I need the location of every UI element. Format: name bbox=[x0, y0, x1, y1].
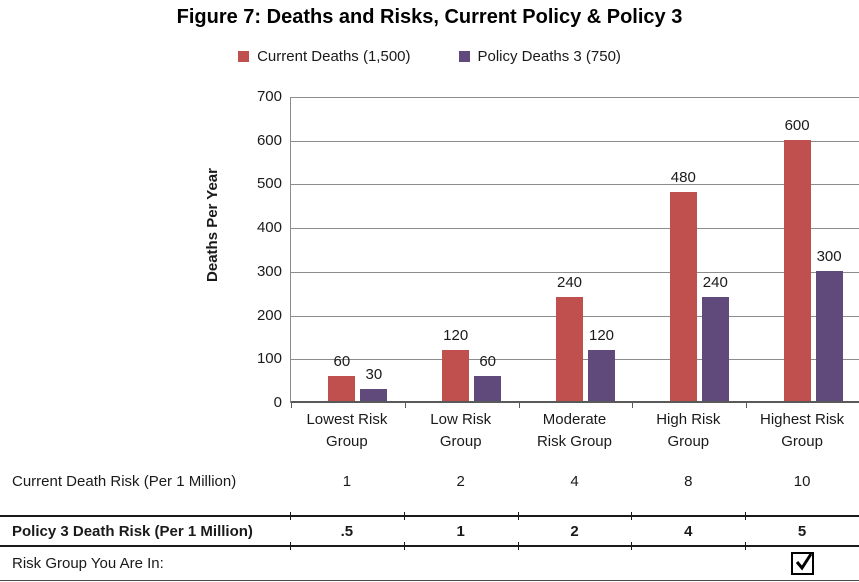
bar-policy3-3 bbox=[588, 349, 615, 402]
table-cell: 4 bbox=[684, 522, 693, 540]
table-cell bbox=[745, 548, 859, 578]
y-tick-label-700: 700 bbox=[256, 88, 282, 105]
table-cell bbox=[518, 548, 632, 578]
category-label-5: Highest Risk Group bbox=[759, 411, 845, 450]
bar-current-1 bbox=[328, 375, 356, 402]
bar-value-label: 240 bbox=[556, 274, 583, 292]
bar-current-4 bbox=[669, 192, 697, 402]
gridline-300 bbox=[291, 271, 859, 273]
table-column-tick bbox=[517, 512, 519, 520]
chart-legend: Current Deaths (1,500) Policy Deaths 3 (… bbox=[0, 48, 859, 65]
gridline-700 bbox=[291, 97, 859, 98]
legend-swatch-current-deaths-icon bbox=[238, 51, 250, 62]
y-tick-label-100: 100 bbox=[256, 350, 282, 368]
risk-group-checkbox[interactable] bbox=[790, 551, 814, 575]
bar-value-label: 60 bbox=[479, 352, 497, 370]
y-tick-label-600: 600 bbox=[256, 131, 282, 149]
table-cell bbox=[290, 548, 404, 578]
gridline-600 bbox=[291, 140, 859, 142]
x-axis-tick bbox=[746, 403, 748, 408]
table-divider-line bbox=[0, 542, 859, 550]
row-label-current-death-risk: Current Death Risk (Per 1 Million) bbox=[12, 472, 237, 490]
table-column-tick bbox=[290, 512, 291, 520]
table-row-policy3-death-risk: Policy 3 Death Risk (Per 1 Million) .5 1 2… bbox=[0, 518, 859, 544]
table-column-tick bbox=[290, 542, 291, 550]
table-bottom-line bbox=[0, 580, 859, 581]
y-tick-label-200: 200 bbox=[256, 306, 282, 324]
table-column-tick bbox=[631, 512, 633, 520]
category-label-4: High Risk Group bbox=[656, 411, 721, 450]
table-cell: 8 bbox=[684, 472, 693, 490]
table-cell bbox=[404, 548, 518, 578]
figure-title: Figure 7: Deaths and Risks, Current Poli… bbox=[176, 6, 683, 28]
bar-policy3-4 bbox=[701, 297, 729, 402]
table-column-tick bbox=[403, 542, 405, 550]
table-divider-line bbox=[0, 512, 859, 520]
bar-current-5 bbox=[783, 139, 811, 402]
y-tick-label-400: 400 bbox=[256, 219, 282, 237]
row-values-policy3-death-risk: .5 1 2 4 5 bbox=[290, 518, 859, 544]
table-column-tick bbox=[517, 542, 519, 550]
category-label-2: Low Risk Group bbox=[430, 411, 492, 450]
bar-value-label: 600 bbox=[784, 116, 810, 134]
bar-current-3 bbox=[556, 297, 583, 402]
row-label-risk-group: Risk Group You Are In: bbox=[12, 554, 164, 572]
table-cell: 10 bbox=[793, 472, 811, 490]
bar-value-label: 30 bbox=[365, 365, 383, 383]
table-column-tick bbox=[745, 512, 747, 520]
bar-value-label: 120 bbox=[443, 326, 469, 344]
x-axis-tick bbox=[632, 403, 634, 408]
table-cell: 2 bbox=[456, 472, 465, 490]
bar-value-label: 300 bbox=[816, 247, 842, 265]
bar-policy3-2 bbox=[474, 375, 502, 402]
x-axis-line bbox=[291, 401, 859, 403]
y-tick-label-0: 0 bbox=[273, 394, 282, 411]
row-values-risk-group bbox=[290, 548, 859, 578]
bar-value-label: 120 bbox=[588, 326, 615, 344]
legend-swatch-policy-deaths-icon bbox=[458, 51, 470, 62]
table-row-risk-group: Risk Group You Are In: bbox=[0, 548, 859, 578]
bar-policy3-5 bbox=[815, 270, 843, 402]
bar-policy3-1 bbox=[360, 388, 388, 402]
bar-current-2 bbox=[442, 349, 470, 402]
legend-label-policy-deaths: Policy Deaths 3 (750) bbox=[477, 48, 621, 65]
table-cell bbox=[631, 548, 745, 578]
gridline-500 bbox=[291, 184, 859, 186]
gridline-400 bbox=[291, 228, 859, 230]
plot-area: 60 30 120 60 240 120 480 240 600 300 bbox=[290, 97, 859, 408]
category-label-1: Lowest Risk Group bbox=[306, 411, 388, 450]
x-axis-tick bbox=[518, 403, 520, 408]
table-cell: 1 bbox=[342, 472, 352, 490]
y-tick-label-500: 500 bbox=[256, 175, 282, 193]
category-label-3: Moderate Risk Group bbox=[536, 411, 612, 450]
legend-item-policy-deaths: Policy Deaths 3 (750) bbox=[458, 48, 621, 65]
bar-value-label: 480 bbox=[670, 169, 696, 187]
table-cell: 5 bbox=[797, 522, 807, 540]
table-column-tick bbox=[745, 542, 747, 550]
row-label-policy3-death-risk: Policy 3 Death Risk (Per 1 Million) bbox=[12, 522, 253, 540]
table-column-tick bbox=[631, 542, 633, 550]
x-axis-tick bbox=[404, 403, 406, 408]
bar-value-label: 240 bbox=[702, 274, 728, 292]
table-cell: 1 bbox=[456, 522, 465, 540]
x-axis-tick bbox=[291, 403, 292, 408]
table-column-tick bbox=[403, 512, 405, 520]
legend-item-current-deaths: Current Deaths (1,500) bbox=[238, 48, 411, 65]
legend-label-current-deaths: Current Deaths (1,500) bbox=[257, 48, 411, 65]
row-values-current-death-risk: 1 2 4 8 10 bbox=[290, 452, 859, 510]
table-cell: .5 bbox=[340, 522, 354, 540]
y-tick-label-300: 300 bbox=[256, 262, 282, 280]
table-cell: 4 bbox=[570, 472, 579, 490]
table-cell: 2 bbox=[570, 522, 579, 540]
bar-value-label: 60 bbox=[333, 352, 351, 370]
